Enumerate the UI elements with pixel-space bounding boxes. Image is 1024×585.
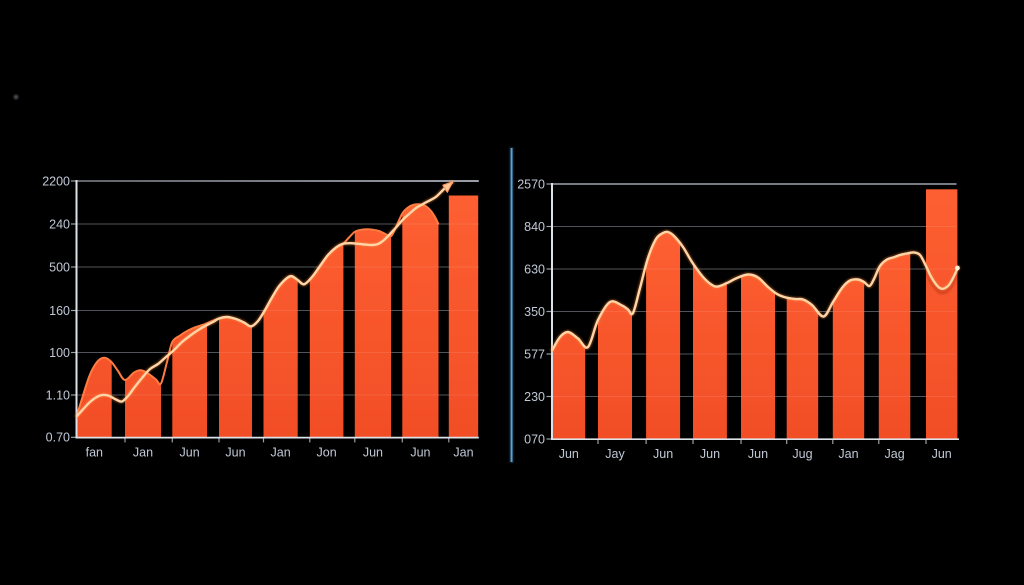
svg-text:160: 160 — [49, 304, 70, 318]
svg-text:100: 100 — [49, 346, 70, 360]
svg-text:Jay: Jay — [605, 447, 625, 461]
svg-text:Jun: Jun — [748, 447, 768, 461]
svg-text:Jun: Jun — [225, 446, 245, 460]
svg-text:Jan: Jan — [838, 447, 858, 461]
svg-text:350: 350 — [524, 305, 545, 319]
svg-text:Jan: Jan — [453, 446, 473, 460]
svg-text:2200: 2200 — [42, 174, 70, 188]
svg-text:0.70: 0.70 — [46, 431, 70, 445]
svg-text:070: 070 — [524, 432, 545, 446]
svg-text:Jun: Jun — [653, 447, 673, 461]
svg-text:Jun: Jun — [932, 447, 952, 461]
svg-text:1.10: 1.10 — [46, 388, 70, 402]
svg-text:Jug: Jug — [792, 447, 812, 461]
svg-text:240: 240 — [49, 217, 70, 231]
svg-text:Jun: Jun — [363, 446, 383, 460]
svg-text:840: 840 — [524, 220, 545, 234]
svg-text:500: 500 — [49, 260, 70, 274]
svg-text:230: 230 — [524, 390, 545, 404]
svg-text:Jun: Jun — [410, 446, 430, 460]
svg-text:Jan: Jan — [133, 446, 153, 460]
svg-text:Jun: Jun — [559, 447, 579, 461]
svg-text:630: 630 — [524, 262, 545, 276]
svg-text:Jag: Jag — [885, 447, 905, 461]
svg-text:Jan: Jan — [271, 446, 291, 460]
svg-text:2570: 2570 — [517, 177, 545, 191]
svg-text:577: 577 — [524, 347, 545, 361]
svg-text:fan: fan — [86, 446, 103, 460]
svg-text:Jun: Jun — [700, 447, 720, 461]
svg-text:Jon: Jon — [317, 446, 337, 460]
svg-text:Jun: Jun — [180, 446, 200, 460]
